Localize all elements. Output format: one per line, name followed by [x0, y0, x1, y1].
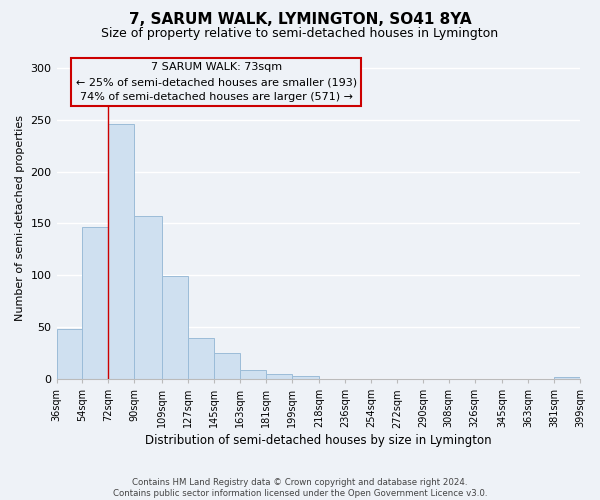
Text: 7, SARUM WALK, LYMINGTON, SO41 8YA: 7, SARUM WALK, LYMINGTON, SO41 8YA: [128, 12, 472, 28]
Bar: [134, 216, 162, 379]
Bar: [56, 329, 82, 379]
Text: Size of property relative to semi-detached houses in Lymington: Size of property relative to semi-detach…: [101, 28, 499, 40]
Text: 7 SARUM WALK: 73sqm
← 25% of semi-detached houses are smaller (193)
74% of semi-: 7 SARUM WALK: 73sqm ← 25% of semi-detach…: [76, 62, 357, 102]
Bar: [188, 338, 214, 379]
Bar: [266, 374, 292, 379]
Text: Contains HM Land Registry data © Crown copyright and database right 2024.
Contai: Contains HM Land Registry data © Crown c…: [113, 478, 487, 498]
X-axis label: Distribution of semi-detached houses by size in Lymington: Distribution of semi-detached houses by …: [145, 434, 491, 448]
Bar: [82, 226, 109, 379]
Bar: [214, 353, 239, 379]
Bar: [109, 124, 134, 379]
Bar: [239, 370, 266, 379]
Bar: [292, 376, 319, 379]
Y-axis label: Number of semi-detached properties: Number of semi-detached properties: [15, 116, 25, 322]
Bar: [162, 276, 188, 379]
Bar: [554, 377, 580, 379]
